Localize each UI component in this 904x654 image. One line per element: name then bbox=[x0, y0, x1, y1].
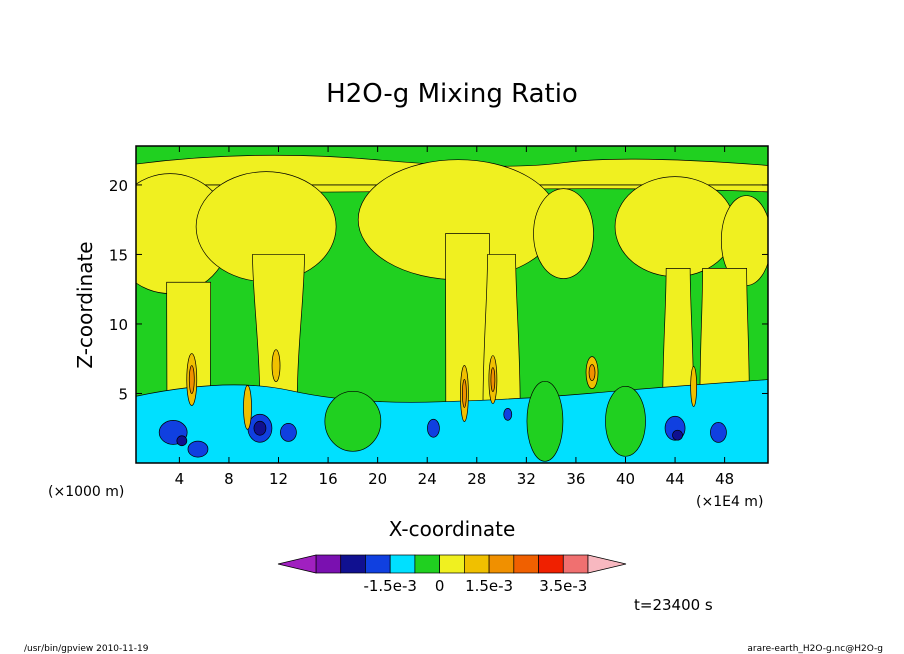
x-tick-label: 32 bbox=[517, 470, 536, 488]
negative-core-strong bbox=[672, 429, 683, 441]
plot-area bbox=[135, 145, 769, 464]
colorbar-segment bbox=[464, 554, 490, 574]
colorbar-segment bbox=[439, 554, 465, 574]
y-axis: 5 10 15 20 bbox=[109, 177, 768, 403]
y-axis-label: Z-coordinate bbox=[73, 241, 97, 368]
x-axis: 4 8 12 16 20 24 28 32 36 40 44 48 bbox=[175, 146, 734, 488]
colorbar-segment bbox=[488, 554, 515, 574]
x-tick-label: 36 bbox=[566, 470, 585, 488]
y-tick-label: 15 bbox=[109, 246, 128, 264]
positive-core-strong bbox=[462, 379, 467, 408]
y-tick-label: 20 bbox=[109, 177, 128, 195]
plot-frame bbox=[135, 145, 769, 464]
anvil-region bbox=[614, 176, 736, 277]
positive-core-strong bbox=[588, 364, 596, 381]
moist-plume bbox=[166, 281, 212, 408]
x-tick-label: 28 bbox=[467, 470, 486, 488]
colorbar-segment bbox=[340, 554, 366, 574]
colorbar-tick-label: 1.5e-3 bbox=[465, 577, 513, 595]
x-tick-label: 44 bbox=[666, 470, 685, 488]
contour-field bbox=[136, 154, 768, 463]
neutral-pocket bbox=[526, 380, 564, 462]
neutral-pocket bbox=[605, 385, 646, 457]
colorbar-min-arrow bbox=[277, 554, 317, 574]
x-tick-label: 48 bbox=[715, 470, 734, 488]
negative-core-strong bbox=[176, 435, 188, 447]
colorbar-segment bbox=[414, 554, 440, 574]
x-tick-label: 24 bbox=[418, 470, 437, 488]
negative-core bbox=[187, 440, 209, 458]
x-tick-label: 16 bbox=[319, 470, 338, 488]
positive-core bbox=[271, 349, 281, 383]
footer-right: arare-earth_H2O-g.nc@H2O-g bbox=[747, 644, 883, 654]
x-tick-label: 8 bbox=[224, 470, 234, 488]
colorbar-segment bbox=[513, 554, 539, 574]
colorbar-segment bbox=[389, 554, 416, 574]
neutral-pocket bbox=[324, 390, 382, 452]
colorbar-tick-label: -1.5e-3 bbox=[363, 577, 416, 595]
negative-core bbox=[427, 418, 440, 438]
x-tick-label: 40 bbox=[616, 470, 635, 488]
positive-core-strong bbox=[188, 365, 195, 394]
x-unit-left: (×1000 m) bbox=[48, 484, 124, 500]
colorbar-segment bbox=[562, 554, 589, 574]
colorbar-max-arrow bbox=[587, 554, 627, 574]
positive-core-strong bbox=[490, 367, 496, 392]
positive-core bbox=[690, 366, 697, 407]
moist-plume bbox=[482, 254, 521, 408]
x-unit-right: (×1E4 m) bbox=[696, 494, 763, 510]
positive-core bbox=[243, 385, 252, 430]
anvil-region bbox=[533, 188, 594, 279]
negative-core bbox=[280, 423, 297, 442]
negative-core bbox=[503, 407, 513, 421]
x-tick-label: 12 bbox=[269, 470, 288, 488]
negative-core bbox=[710, 422, 727, 443]
y-tick-label: 10 bbox=[109, 316, 128, 334]
moist-plume bbox=[252, 254, 305, 408]
moist-plume bbox=[662, 268, 694, 408]
colorbar-segment bbox=[365, 554, 391, 574]
colorbar-tick-label: 0 bbox=[435, 577, 445, 595]
x-axis-label: X-coordinate bbox=[389, 517, 516, 541]
time-label: t=23400 s bbox=[634, 596, 713, 614]
moist-plume bbox=[699, 268, 750, 408]
x-tick-label: 20 bbox=[368, 470, 387, 488]
colorbar-segment bbox=[538, 554, 564, 574]
footer-left: /usr/bin/gpview 2010-11-19 bbox=[24, 644, 149, 654]
y-tick-label: 5 bbox=[118, 385, 128, 403]
colorbar-labels: -1.5e-3 0 1.5e-3 3.5e-3 bbox=[363, 577, 587, 595]
colorbar-segment bbox=[315, 554, 342, 574]
colorbar-tick-label: 3.5e-3 bbox=[539, 577, 587, 595]
negative-core-strong bbox=[253, 420, 267, 436]
x-tick-label: 4 bbox=[175, 470, 185, 488]
colorbar bbox=[277, 554, 627, 574]
chart-title: H2O-g Mixing Ratio bbox=[326, 79, 578, 109]
